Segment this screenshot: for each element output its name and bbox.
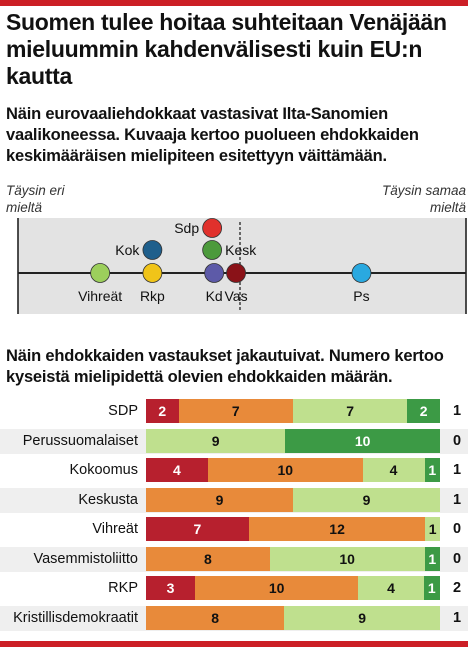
scale-right-label: Täysin samaa mieltä — [374, 182, 466, 216]
row-side-value: 0 — [452, 550, 462, 567]
scale-left-text: Täysin eri mieltä — [6, 183, 65, 215]
party-label-kd: Kd — [206, 288, 223, 304]
bar-segment: 9 — [146, 487, 293, 512]
row-side-value: 1 — [452, 609, 462, 626]
distribution-title: Näin ehdokkaiden vastaukset jakautuivat.… — [6, 347, 444, 386]
row-side-value: 1 — [452, 403, 462, 419]
row-side-value: 1 — [452, 462, 462, 478]
row-label-rkp: RKP — [108, 580, 138, 596]
bar-segment: 9 — [284, 605, 440, 630]
bar-segment: 4 — [146, 458, 208, 482]
top-accent-bar — [0, 0, 468, 6]
party-point-ps — [351, 263, 372, 283]
bar-segment: 9 — [293, 487, 440, 512]
bar-segment: 3 — [146, 576, 195, 600]
bottom-accent-bar — [0, 641, 468, 647]
party-label-vihreät: Vihreät — [78, 288, 122, 304]
bar-segment: 7 — [146, 517, 249, 541]
bar-segment: 9 — [146, 428, 286, 453]
row-label-vihreät: Vihreät — [92, 521, 138, 537]
bar-segment: 8 — [146, 546, 270, 571]
bar-segment: 1 — [423, 576, 440, 600]
bar-segment: 2 — [146, 399, 179, 423]
bar-segment: 10 — [269, 546, 425, 571]
party-point-kd — [204, 263, 225, 283]
bar-segment: 10 — [195, 576, 359, 600]
party-point-vas — [226, 263, 246, 283]
party-point-kok — [142, 240, 163, 260]
opinion-scale-chart: Vihreät Kok Rkp Sdp Kesk Kd Vas Ps — [17, 218, 467, 314]
row-label-kokoomus: Kokoomus — [69, 462, 138, 478]
party-point-kesk — [202, 240, 223, 260]
party-point-rkp — [142, 263, 163, 283]
row-side-value: 0 — [452, 432, 462, 449]
bar-segment: 1 — [424, 458, 440, 482]
party-label-ps: Ps — [353, 288, 369, 304]
row-side-value: 2 — [452, 580, 462, 596]
row-label-sdp: SDP — [108, 403, 138, 419]
row-label-perussuomalaiset: Perussuomalaiset — [22, 432, 138, 449]
party-label-sdp: Sdp — [174, 220, 199, 236]
scale-right-text: Täysin samaa mieltä — [381, 183, 466, 215]
bar-segment: 4 — [362, 458, 425, 482]
bar-segment: 8 — [146, 605, 285, 630]
bar-segment: 7 — [293, 399, 408, 423]
party-label-rkp: Rkp — [140, 288, 165, 304]
row-label-kristillisdemokraatit: Kristillisdemokraatit — [13, 609, 138, 626]
bar-segment: 10 — [207, 458, 363, 482]
party-point-sdp — [202, 218, 223, 238]
bar-segment: 7 — [178, 399, 293, 423]
chart-title: Suomen tulee hoitaa suhteitaan Venäjään … — [6, 9, 447, 89]
bar-segment: 12 — [248, 517, 426, 541]
bar-segment: 10 — [285, 428, 440, 453]
party-label-kok: Kok — [115, 242, 140, 258]
bar-segment: 4 — [358, 576, 424, 600]
row-side-value: 0 — [452, 521, 462, 537]
chart-subtitle: Näin eurovaaliehdokkaat vastasivat Ilta-… — [6, 105, 419, 165]
row-side-value: 1 — [452, 491, 462, 508]
row-label-keskusta: Keskusta — [78, 491, 138, 508]
scale-left-label: Täysin eri mieltä — [6, 182, 76, 216]
party-label-kesk: Kesk — [225, 242, 257, 258]
bar-segment: 1 — [424, 546, 440, 571]
row-label-vasemmistoliitto: Vasemmistoliitto — [33, 550, 138, 567]
party-point-vihreät — [90, 263, 111, 283]
bar-segment: 2 — [407, 399, 440, 423]
party-label-vas: Vas — [225, 288, 248, 304]
bar-segment: 1 — [425, 517, 440, 541]
